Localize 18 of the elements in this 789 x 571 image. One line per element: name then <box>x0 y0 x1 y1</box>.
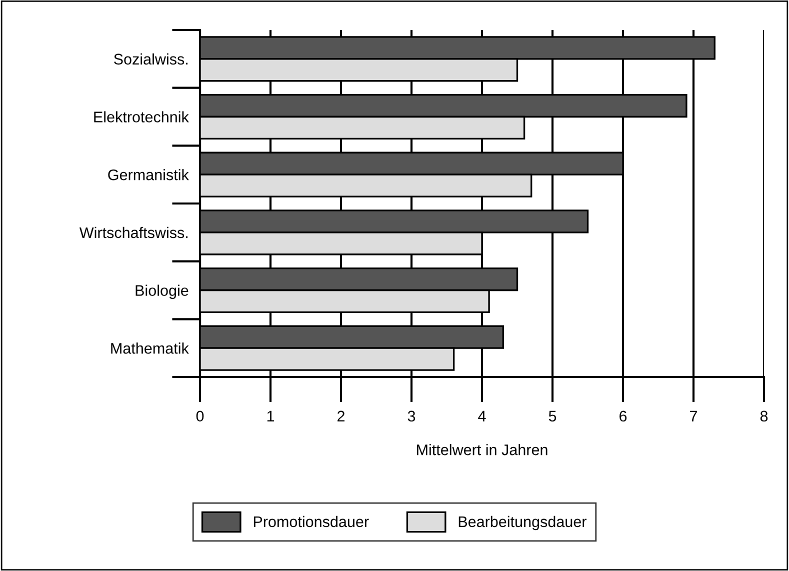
legend-label: Bearbeitungsdauer <box>458 516 586 530</box>
x-tick-label: 0 <box>196 410 204 422</box>
x-tick-label: 8 <box>760 410 768 422</box>
x-tick-label: 2 <box>338 410 344 422</box>
y-tick-label: Biologie <box>136 284 188 299</box>
y-tick-label: Mathematik <box>111 342 189 354</box>
x-axis-title: Mittelwert in Jahren <box>417 444 548 456</box>
y-tick-label: Germanistik <box>108 169 189 180</box>
legend-label: Promotionsdauer <box>254 516 369 528</box>
x-tick-label: 3 <box>408 410 416 422</box>
y-tick-label: Wirtschaftswiss. <box>79 226 188 238</box>
x-tick-label: 4 <box>478 410 486 422</box>
x-tick-label: 5 <box>548 410 556 422</box>
x-tick-label: 7 <box>690 410 697 422</box>
y-tick-label: Elektrotechnik <box>94 111 189 122</box>
x-tick-label: 1 <box>267 410 274 422</box>
x-tick-label: 6 <box>620 410 627 422</box>
y-tick-label: Sozialwiss. <box>114 53 188 65</box>
